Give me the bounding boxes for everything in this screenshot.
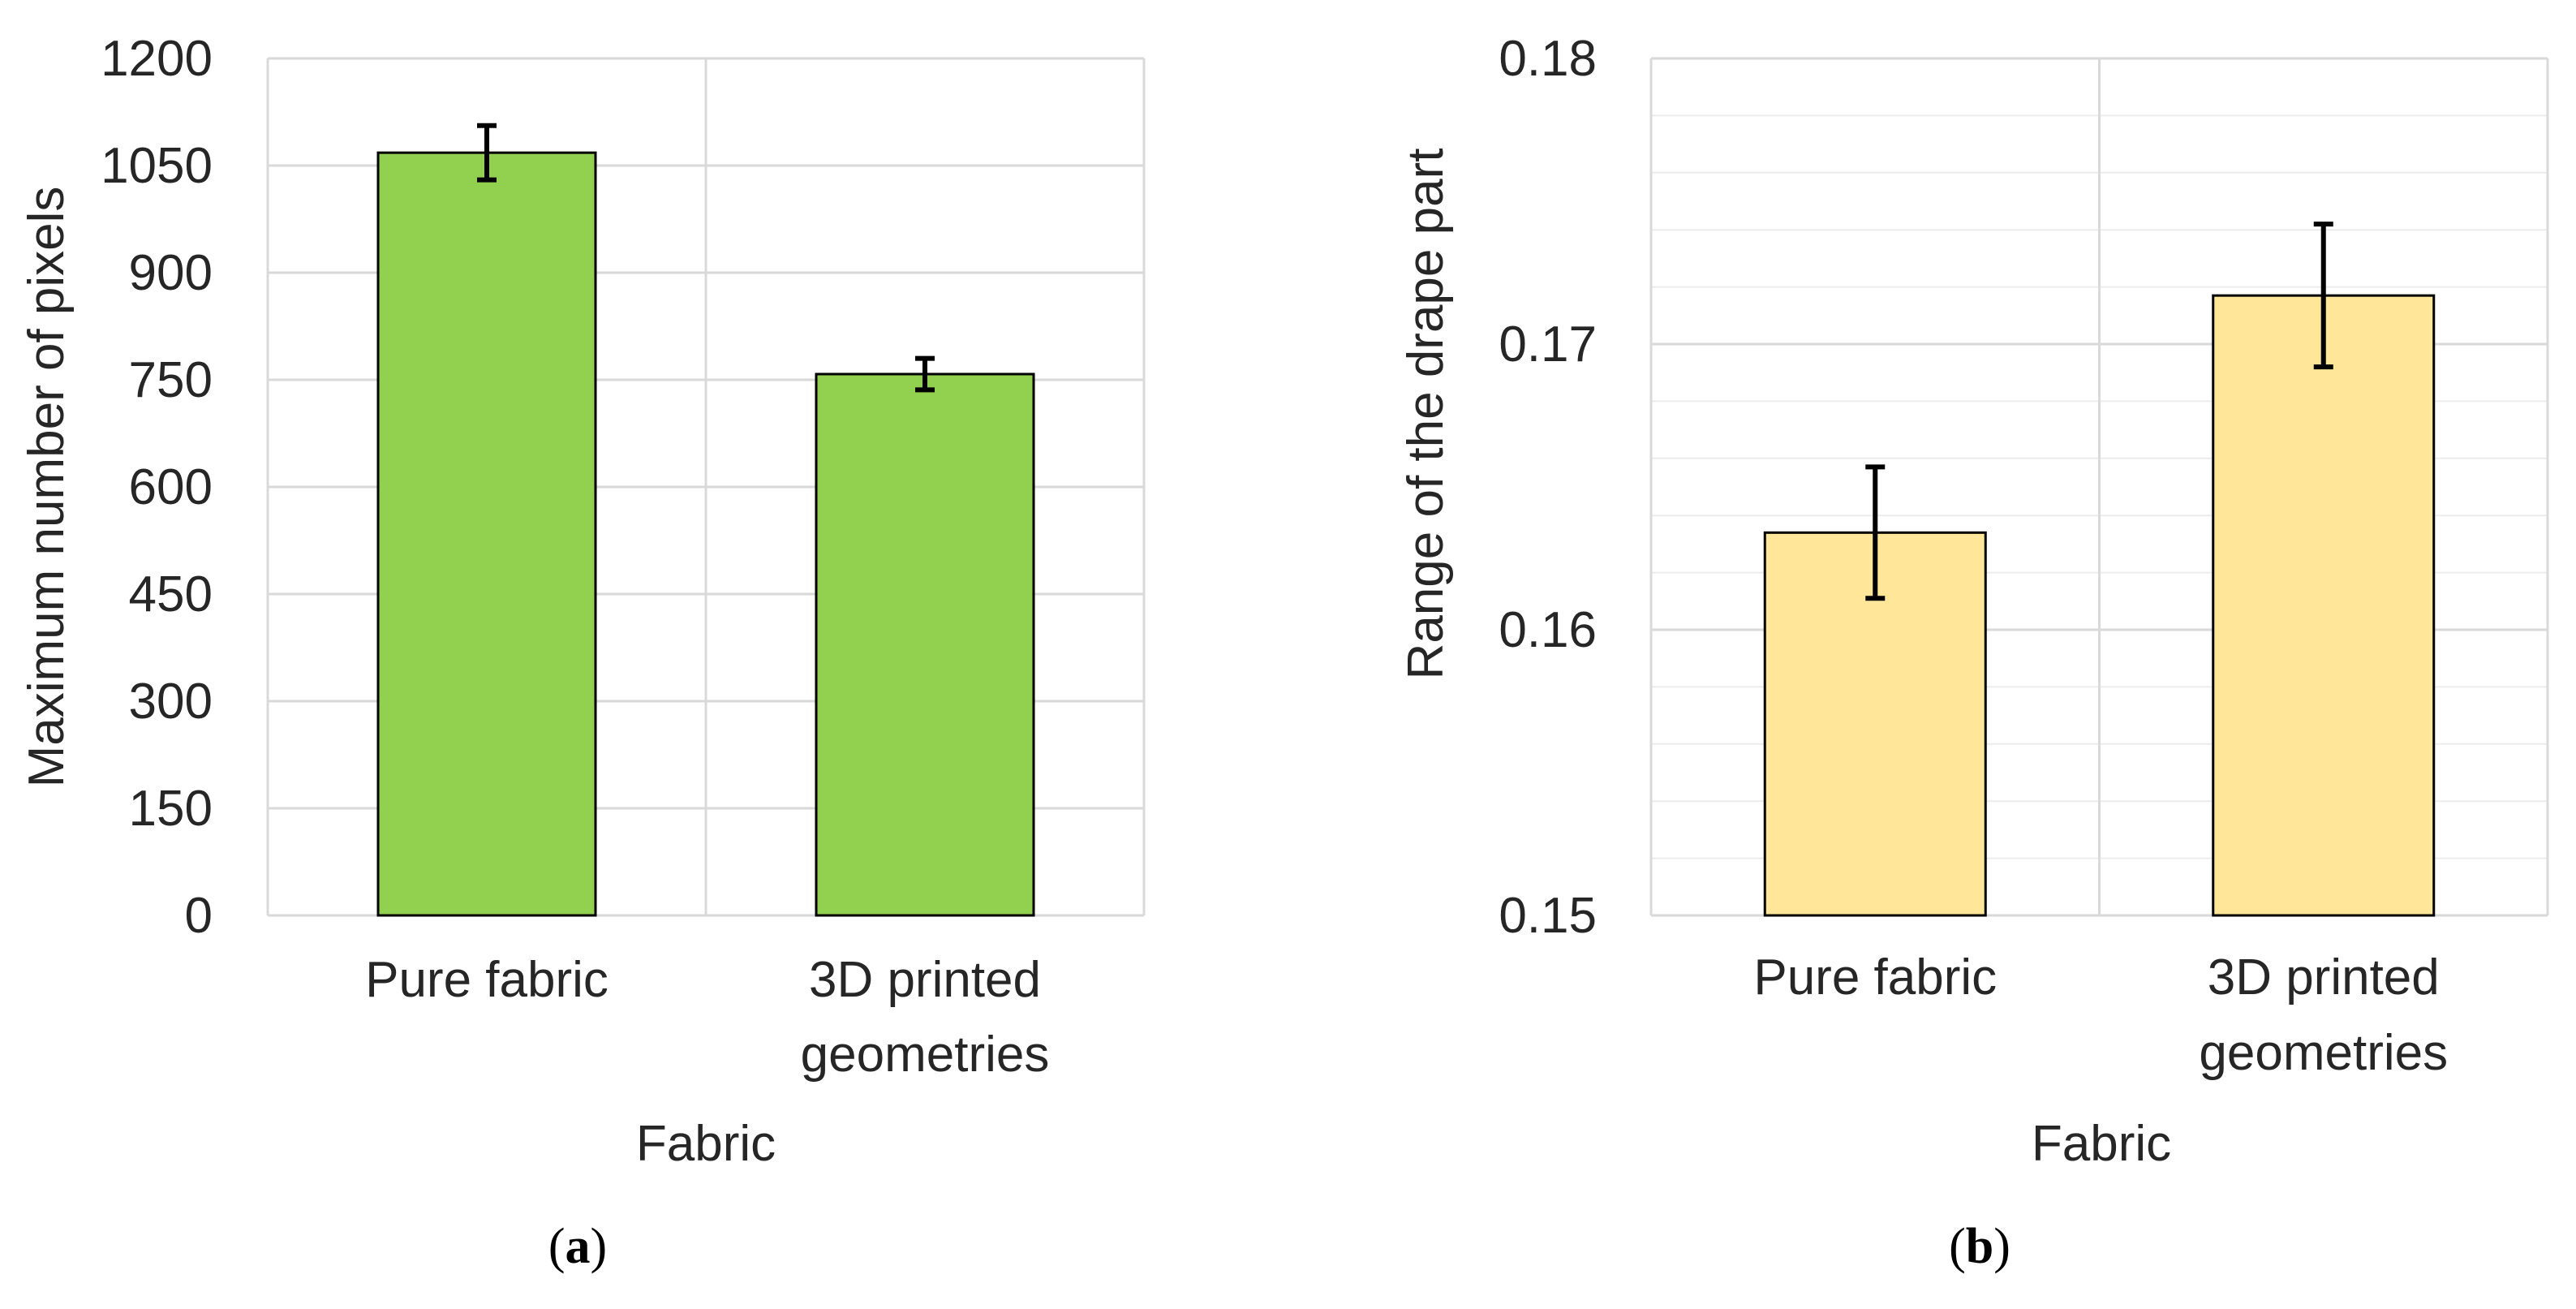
panel-letter: b bbox=[1966, 1219, 1993, 1274]
x-category-label: Pure fabric bbox=[365, 952, 609, 1008]
y-tick-label: 0.15 bbox=[1499, 888, 1597, 944]
y-tick-label: 450 bbox=[129, 566, 213, 622]
x-category-label: geometries bbox=[2199, 1025, 2448, 1081]
y-tick-label: 1050 bbox=[101, 138, 213, 194]
x-axis-title: Fabric bbox=[2032, 1116, 2171, 1172]
x-category-label: 3D printed bbox=[809, 952, 1041, 1008]
x-category-label: geometries bbox=[801, 1027, 1050, 1083]
panel-paren-open: ( bbox=[548, 1219, 566, 1274]
panel-label: (a) bbox=[548, 1219, 607, 1274]
bar bbox=[2212, 294, 2436, 917]
y-tick-label: 300 bbox=[129, 674, 213, 730]
y-tick-label: 1200 bbox=[101, 31, 213, 87]
y-tick-label: 900 bbox=[129, 245, 213, 301]
y-tick-label: 0 bbox=[185, 888, 213, 944]
bar bbox=[376, 151, 597, 917]
y-axis-title: Maximum number of pixels bbox=[19, 187, 75, 788]
y-tick-label: 600 bbox=[129, 459, 213, 515]
y-tick-label: 150 bbox=[129, 781, 213, 837]
chart-a: 0 150 300 450 600 750 900 1050 1200 Pure fabric 3D… bbox=[19, 31, 1146, 1274]
y-tick-label: 0.17 bbox=[1499, 316, 1597, 372]
bar bbox=[815, 372, 1035, 917]
x-axis-title: Fabric bbox=[636, 1116, 776, 1172]
panel-paren-open: ( bbox=[1949, 1219, 1966, 1274]
panel-label: (b) bbox=[1949, 1219, 2010, 1274]
y-tick-label: 750 bbox=[129, 352, 213, 408]
x-category-label: Pure fabric bbox=[1753, 949, 1997, 1005]
panel-letter: a bbox=[566, 1219, 591, 1274]
chart-b: 0.15 0.16 0.17 0.18 Pure fabric 3D printed geo… bbox=[1398, 31, 2549, 1274]
panel-paren-close: ) bbox=[591, 1219, 608, 1274]
y-tick-label: 0.16 bbox=[1499, 602, 1597, 658]
panel-paren-close: ) bbox=[1993, 1219, 2010, 1274]
x-category-label: 3D printed bbox=[2208, 949, 2440, 1005]
y-axis-title: Range of the drape part bbox=[1398, 149, 1454, 680]
y-tick-label: 0.18 bbox=[1499, 31, 1597, 87]
